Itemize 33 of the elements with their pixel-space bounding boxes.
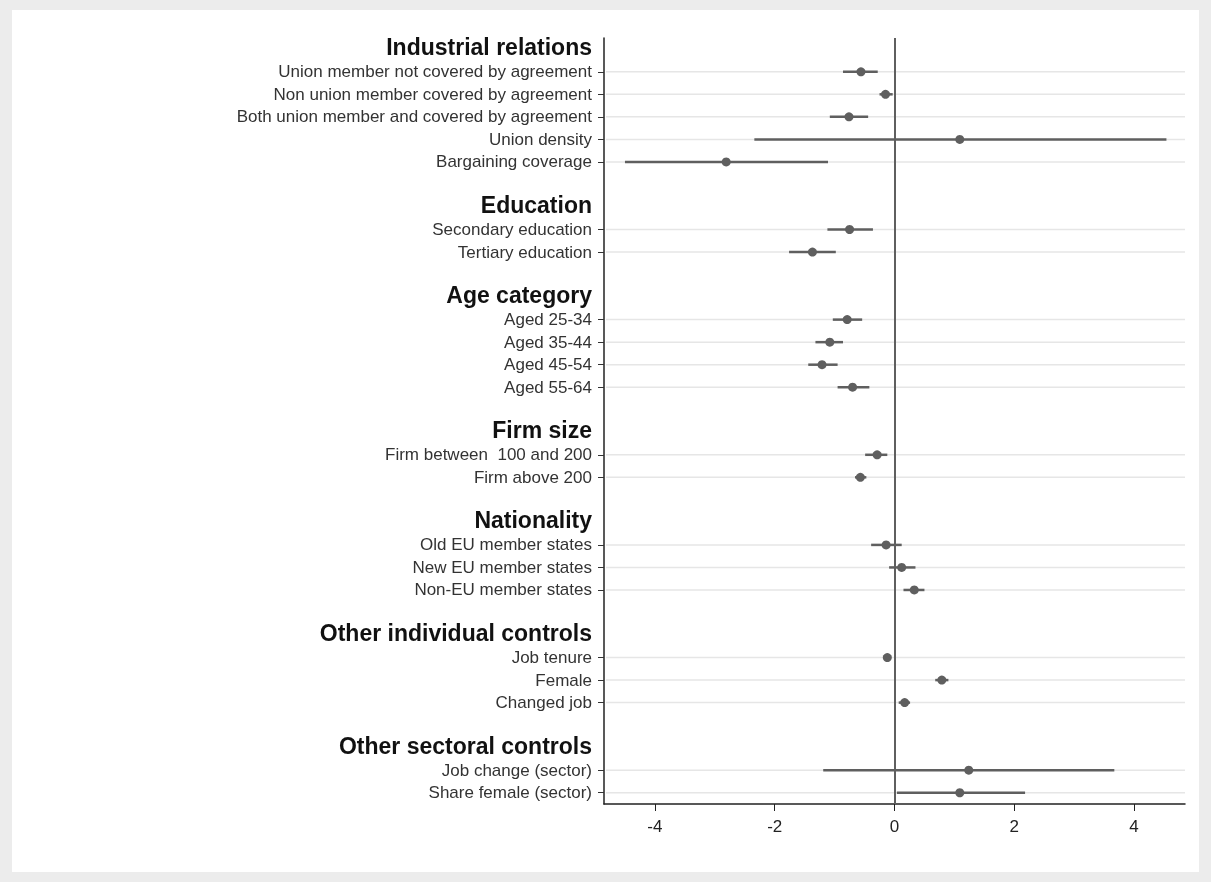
x-tick-label: 0 [889,817,900,836]
y-tick-label: Firm between 100 and 200 [385,445,592,465]
y-tick-label: Firm above 200 [473,467,592,487]
y-tick-label: Share female (sector) [428,783,592,803]
y-tick-label: Education [480,191,592,218]
y-tick-label: Job change (sector) [441,760,592,780]
y-tick-label: Aged 55-64 [504,377,592,397]
y-tick-label: Aged 35-44 [504,332,592,352]
y-tick-label: Age category [446,282,593,309]
y-tick-label: Other individual controls [319,620,592,647]
y-tick-label: Aged 45-54 [504,355,592,375]
x-tick-label: 2 [1009,817,1020,836]
y-tick-label: New EU member states [412,557,592,577]
y-tick-label: Industrial relations [386,34,592,61]
y-tick-label: Secondary education [432,220,592,239]
y-tick-label: Non union member covered by agreement [273,84,593,104]
x-tick-label: 4 [1129,817,1139,836]
y-tick-label: Nationality [474,507,593,534]
y-tick-label: Female [535,670,592,690]
y-tick-label: Other sectoral controls [338,732,592,759]
x-tick-label: -2 [767,817,783,836]
y-tick-label: Non-EU member states [414,580,592,600]
x-tick-label: -4 [647,817,663,836]
y-tick-label: Union density [488,129,593,149]
y-tick-label: Union member not covered by agreement [278,62,593,82]
y-tick-label: Job tenure [511,648,592,668]
y-tick-label: Both union member and covered by agreement [236,107,593,127]
y-tick-label: Aged 25-34 [504,310,592,330]
y-tick-label: Old EU member states [420,535,592,555]
y-tick-label: Tertiary education [457,242,592,262]
y-tick-label: Bargaining coverage [436,152,592,172]
y-tick-label: Changed job [495,693,592,713]
y-tick-label: Firm size [492,417,592,444]
